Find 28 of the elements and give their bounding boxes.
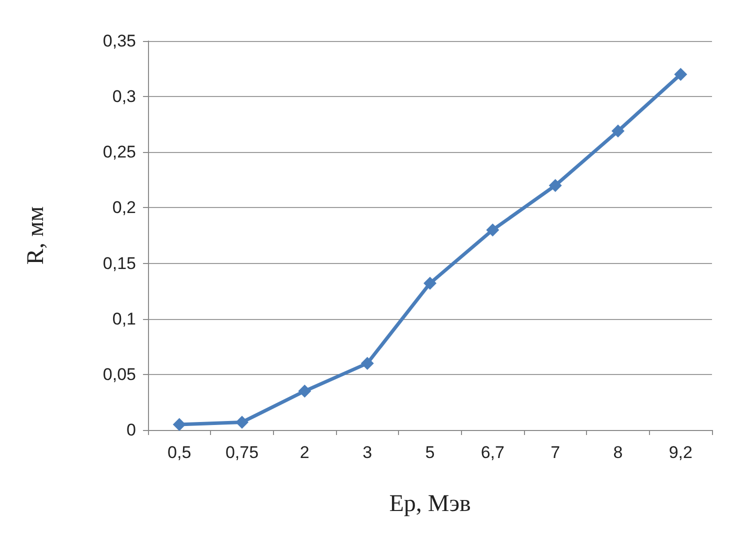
x-tick-label: 3	[362, 443, 372, 462]
point	[172, 418, 186, 431]
x-tick-label: 8	[613, 443, 623, 462]
x-tick-label: 6,7	[480, 443, 504, 462]
y-tick-label: 0	[126, 420, 136, 440]
y-tick-label: 0,25	[102, 142, 136, 162]
point	[486, 223, 500, 236]
x-tick-label: 2	[300, 443, 310, 462]
x-tick-label: 7	[550, 443, 560, 462]
point	[548, 178, 562, 192]
y-tick-label: 0,1	[112, 309, 136, 328]
point	[236, 416, 248, 429]
y-tick-label: 0,3	[112, 87, 136, 106]
x-tick-label: 5	[425, 443, 435, 462]
x-tick-label: 0,75	[225, 443, 259, 462]
point	[298, 384, 312, 398]
x-tick-label: 0,5	[168, 443, 192, 462]
point	[612, 124, 624, 138]
x-axis-title: Ep, Мэв	[389, 491, 471, 517]
y-tick-label: 0,05	[102, 364, 136, 384]
point	[360, 356, 374, 370]
x-tick-label: 9,2	[668, 443, 692, 462]
point	[674, 68, 688, 81]
y-tick-label: 0,15	[102, 254, 136, 273]
y-tick-label: 0,35	[102, 32, 136, 50]
point	[424, 276, 436, 290]
y-tick-label: 0,2	[112, 198, 136, 218]
y-axis-title: R, мм	[23, 206, 49, 265]
